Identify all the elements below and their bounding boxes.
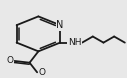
Text: N: N (56, 20, 64, 30)
Text: O: O (7, 56, 14, 65)
Text: NH: NH (68, 38, 81, 47)
Text: O: O (39, 68, 46, 77)
